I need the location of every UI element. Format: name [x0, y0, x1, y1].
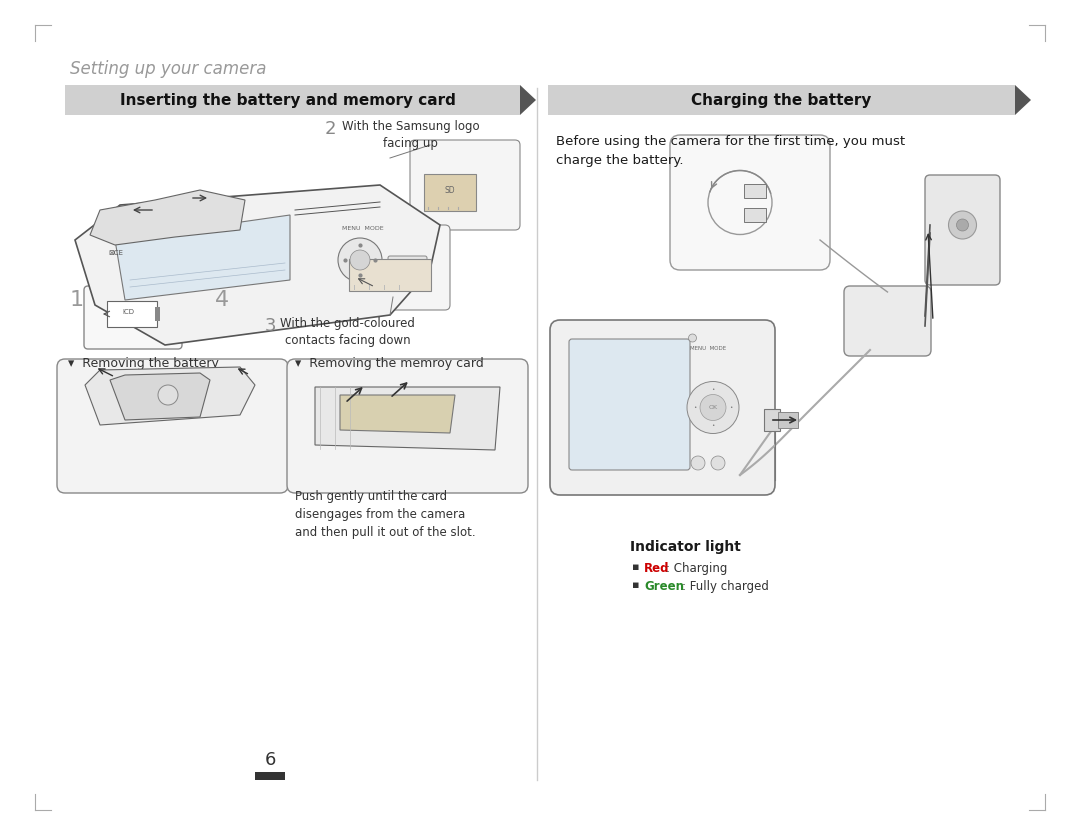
FancyBboxPatch shape	[670, 135, 831, 270]
Text: : Fully charged: : Fully charged	[681, 580, 769, 593]
Polygon shape	[340, 395, 455, 433]
Text: SD: SD	[445, 186, 456, 195]
Text: MENU  MODE: MENU MODE	[342, 226, 383, 231]
Text: •: •	[693, 405, 697, 410]
Text: Red: Red	[644, 562, 670, 575]
Text: •: •	[712, 423, 715, 428]
FancyBboxPatch shape	[57, 359, 288, 493]
Circle shape	[350, 250, 370, 270]
Circle shape	[338, 238, 382, 282]
Text: Green: Green	[644, 580, 684, 593]
Polygon shape	[315, 387, 500, 450]
FancyBboxPatch shape	[107, 301, 157, 327]
Text: Push gently until the card
disengages from the camera
and then pull it out of th: Push gently until the card disengages fr…	[295, 490, 475, 539]
FancyBboxPatch shape	[548, 85, 1015, 115]
Text: ▪: ▪	[632, 580, 639, 590]
Text: 2: 2	[325, 120, 337, 138]
Circle shape	[687, 382, 739, 433]
Text: Charging the battery: Charging the battery	[691, 93, 872, 108]
FancyBboxPatch shape	[388, 256, 427, 282]
Polygon shape	[90, 190, 245, 245]
Polygon shape	[75, 185, 440, 345]
Circle shape	[689, 334, 697, 342]
Text: OK: OK	[708, 405, 717, 410]
Text: Setting up your camera: Setting up your camera	[70, 60, 267, 78]
FancyBboxPatch shape	[349, 259, 431, 291]
Polygon shape	[519, 85, 536, 115]
FancyBboxPatch shape	[764, 409, 780, 431]
Text: : Charging: : Charging	[666, 562, 727, 575]
Text: 4: 4	[215, 290, 229, 310]
Polygon shape	[110, 373, 210, 420]
Circle shape	[957, 219, 969, 231]
Circle shape	[700, 394, 726, 421]
FancyBboxPatch shape	[924, 175, 1000, 285]
FancyBboxPatch shape	[843, 286, 931, 356]
Circle shape	[948, 211, 976, 239]
Circle shape	[158, 385, 178, 405]
Text: •: •	[729, 405, 732, 410]
Text: With the gold-coloured
contacts facing down: With the gold-coloured contacts facing d…	[280, 317, 415, 347]
Text: Before using the camera for the first time, you must
charge the battery.: Before using the camera for the first ti…	[556, 135, 905, 167]
FancyBboxPatch shape	[65, 85, 519, 115]
FancyBboxPatch shape	[335, 225, 450, 310]
Text: 6: 6	[265, 751, 275, 769]
Text: 1: 1	[70, 290, 84, 310]
Text: 3: 3	[265, 317, 276, 335]
FancyBboxPatch shape	[410, 140, 519, 230]
Text: ▪: ▪	[632, 562, 639, 572]
FancyBboxPatch shape	[255, 772, 285, 780]
Text: With the Samsung logo
facing up: With the Samsung logo facing up	[342, 120, 480, 150]
FancyBboxPatch shape	[424, 174, 476, 211]
FancyBboxPatch shape	[287, 359, 528, 493]
Polygon shape	[1015, 85, 1031, 115]
Text: •: •	[712, 387, 715, 392]
FancyBboxPatch shape	[778, 412, 798, 428]
Text: ICD: ICD	[122, 309, 134, 315]
FancyBboxPatch shape	[84, 286, 183, 349]
Text: ▾  Removing the battery: ▾ Removing the battery	[68, 357, 219, 370]
FancyBboxPatch shape	[744, 208, 766, 221]
FancyBboxPatch shape	[156, 307, 160, 321]
Text: Indicator light: Indicator light	[630, 540, 741, 554]
Polygon shape	[114, 215, 291, 300]
Circle shape	[691, 456, 705, 470]
Text: ⊠CE: ⊠CE	[108, 250, 123, 256]
FancyBboxPatch shape	[569, 339, 690, 470]
FancyBboxPatch shape	[550, 320, 775, 495]
FancyBboxPatch shape	[744, 184, 766, 198]
Text: MENU  MODE: MENU MODE	[690, 346, 726, 351]
Polygon shape	[85, 367, 255, 425]
Text: Inserting the battery and memory card: Inserting the battery and memory card	[120, 93, 456, 108]
Circle shape	[711, 456, 725, 470]
Text: ▾  Removing the memroy card: ▾ Removing the memroy card	[295, 357, 484, 370]
